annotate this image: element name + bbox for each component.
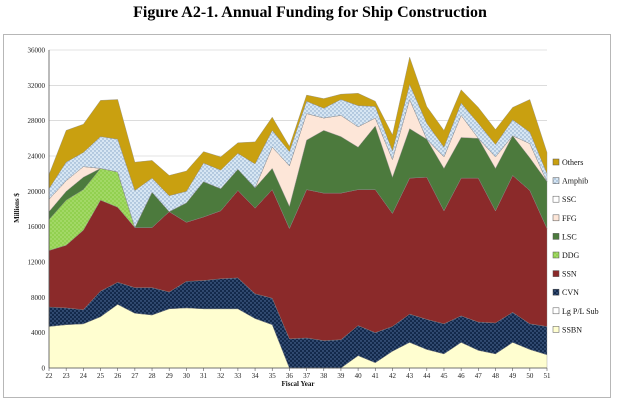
x-tick-label: 23: [63, 372, 71, 380]
x-tick-label: 49: [509, 372, 517, 380]
x-tick-label: 32: [217, 372, 225, 380]
x-tick-label: 35: [269, 372, 277, 380]
x-tick-label: 34: [252, 372, 260, 380]
x-tick-label: 30: [183, 372, 191, 380]
y-tick-label: 4000: [31, 329, 46, 337]
x-tick-label: 39: [337, 372, 345, 380]
x-tick-label: 33: [234, 372, 242, 380]
x-tick-label: 36: [286, 372, 294, 380]
x-tick-label: 25: [97, 372, 105, 380]
legend-label-ddg: DDG: [562, 251, 580, 260]
legend-swatch-ddg: [552, 251, 560, 259]
x-tick-label: 46: [458, 372, 466, 380]
x-tick-label: 40: [355, 372, 363, 380]
x-tick-label: 48: [492, 372, 500, 380]
x-axis-label: Fiscal Year: [282, 380, 315, 388]
legend-swatch-lg-p-l-sub: [552, 307, 560, 315]
legend: Others Amphib SSC FFG LSC DDG SSN CVN Lg P/L Sub…: [552, 158, 599, 334]
y-tick-label: 28000: [28, 117, 46, 125]
legend-label-ffg: FFG: [562, 214, 577, 223]
series-areas: [48, 56, 548, 369]
figure-title: Figure A2-1. Annual Funding for Ship Con…: [133, 4, 487, 21]
x-tick-label: 50: [526, 372, 534, 380]
y-tick-label: 36000: [28, 47, 46, 55]
y-tick-labels: 0 4000 8000 12000 16000 20000 24000 28000 32000 3…: [28, 47, 46, 373]
legend-swatch-ssbn: [552, 326, 560, 333]
legend-swatch-ffg: [552, 214, 560, 222]
legend-label-amphib: Amphib: [562, 177, 588, 186]
y-tick-label: 8000: [31, 294, 46, 302]
legend-swatch-lsc: [552, 233, 560, 240]
legend-swatch-ssn: [552, 270, 560, 277]
y-axis-label: Millions $: [13, 193, 21, 223]
x-tick-label: 43: [406, 372, 414, 380]
y-tick-label: 0: [42, 365, 46, 373]
x-tick-label: 44: [423, 372, 431, 380]
legend-swatch-amphib: [552, 177, 560, 184]
legend-label-ssc: SSC: [562, 195, 576, 204]
legend-label-others: Others: [562, 158, 583, 167]
x-tick-label: 47: [475, 372, 483, 380]
x-tick-label: 22: [46, 372, 54, 380]
y-tick-label: 32000: [28, 82, 46, 90]
area-others: [48, 56, 548, 196]
x-tick-label: 45: [440, 372, 448, 380]
legend-swatch-others: [552, 158, 560, 166]
x-tick-label: 41: [372, 372, 380, 380]
x-tick-label: 24: [80, 372, 88, 380]
y-tick-label: 20000: [28, 188, 46, 196]
x-tick-label: 29: [166, 372, 174, 380]
y-tick-label: 12000: [28, 259, 46, 267]
legend-swatch-ssc: [552, 195, 560, 203]
x-tick-label: 38: [320, 372, 328, 380]
x-tick-label: 26: [114, 372, 122, 380]
x-tick-label: 51: [544, 372, 552, 380]
x-tick-label: 27: [131, 372, 139, 380]
x-tick-label: 37: [303, 372, 311, 380]
axes: [48, 50, 548, 371]
legend-label-lg-p-l-sub: Lg P/L Sub: [562, 307, 599, 316]
x-tick-labels: 22 23 24 25 26 27 28 29 30 31 32 33 34 35 36 37 38 39 40 41…: [46, 372, 552, 380]
legend-label-cvn: CVN: [562, 288, 579, 297]
y-tick-label: 24000: [28, 153, 46, 161]
legend-swatch-cvn: [552, 288, 560, 296]
chart-frame: [3, 34, 611, 398]
x-tick-label: 42: [389, 372, 397, 380]
x-tick-label: 31: [200, 372, 208, 380]
x-tick-label: 28: [149, 372, 157, 380]
legend-label-ssbn: SSBN: [562, 325, 582, 334]
y-tick-label: 16000: [28, 223, 46, 231]
legend-label-lsc: LSC: [562, 232, 577, 241]
legend-label-ssn: SSN: [562, 270, 577, 279]
